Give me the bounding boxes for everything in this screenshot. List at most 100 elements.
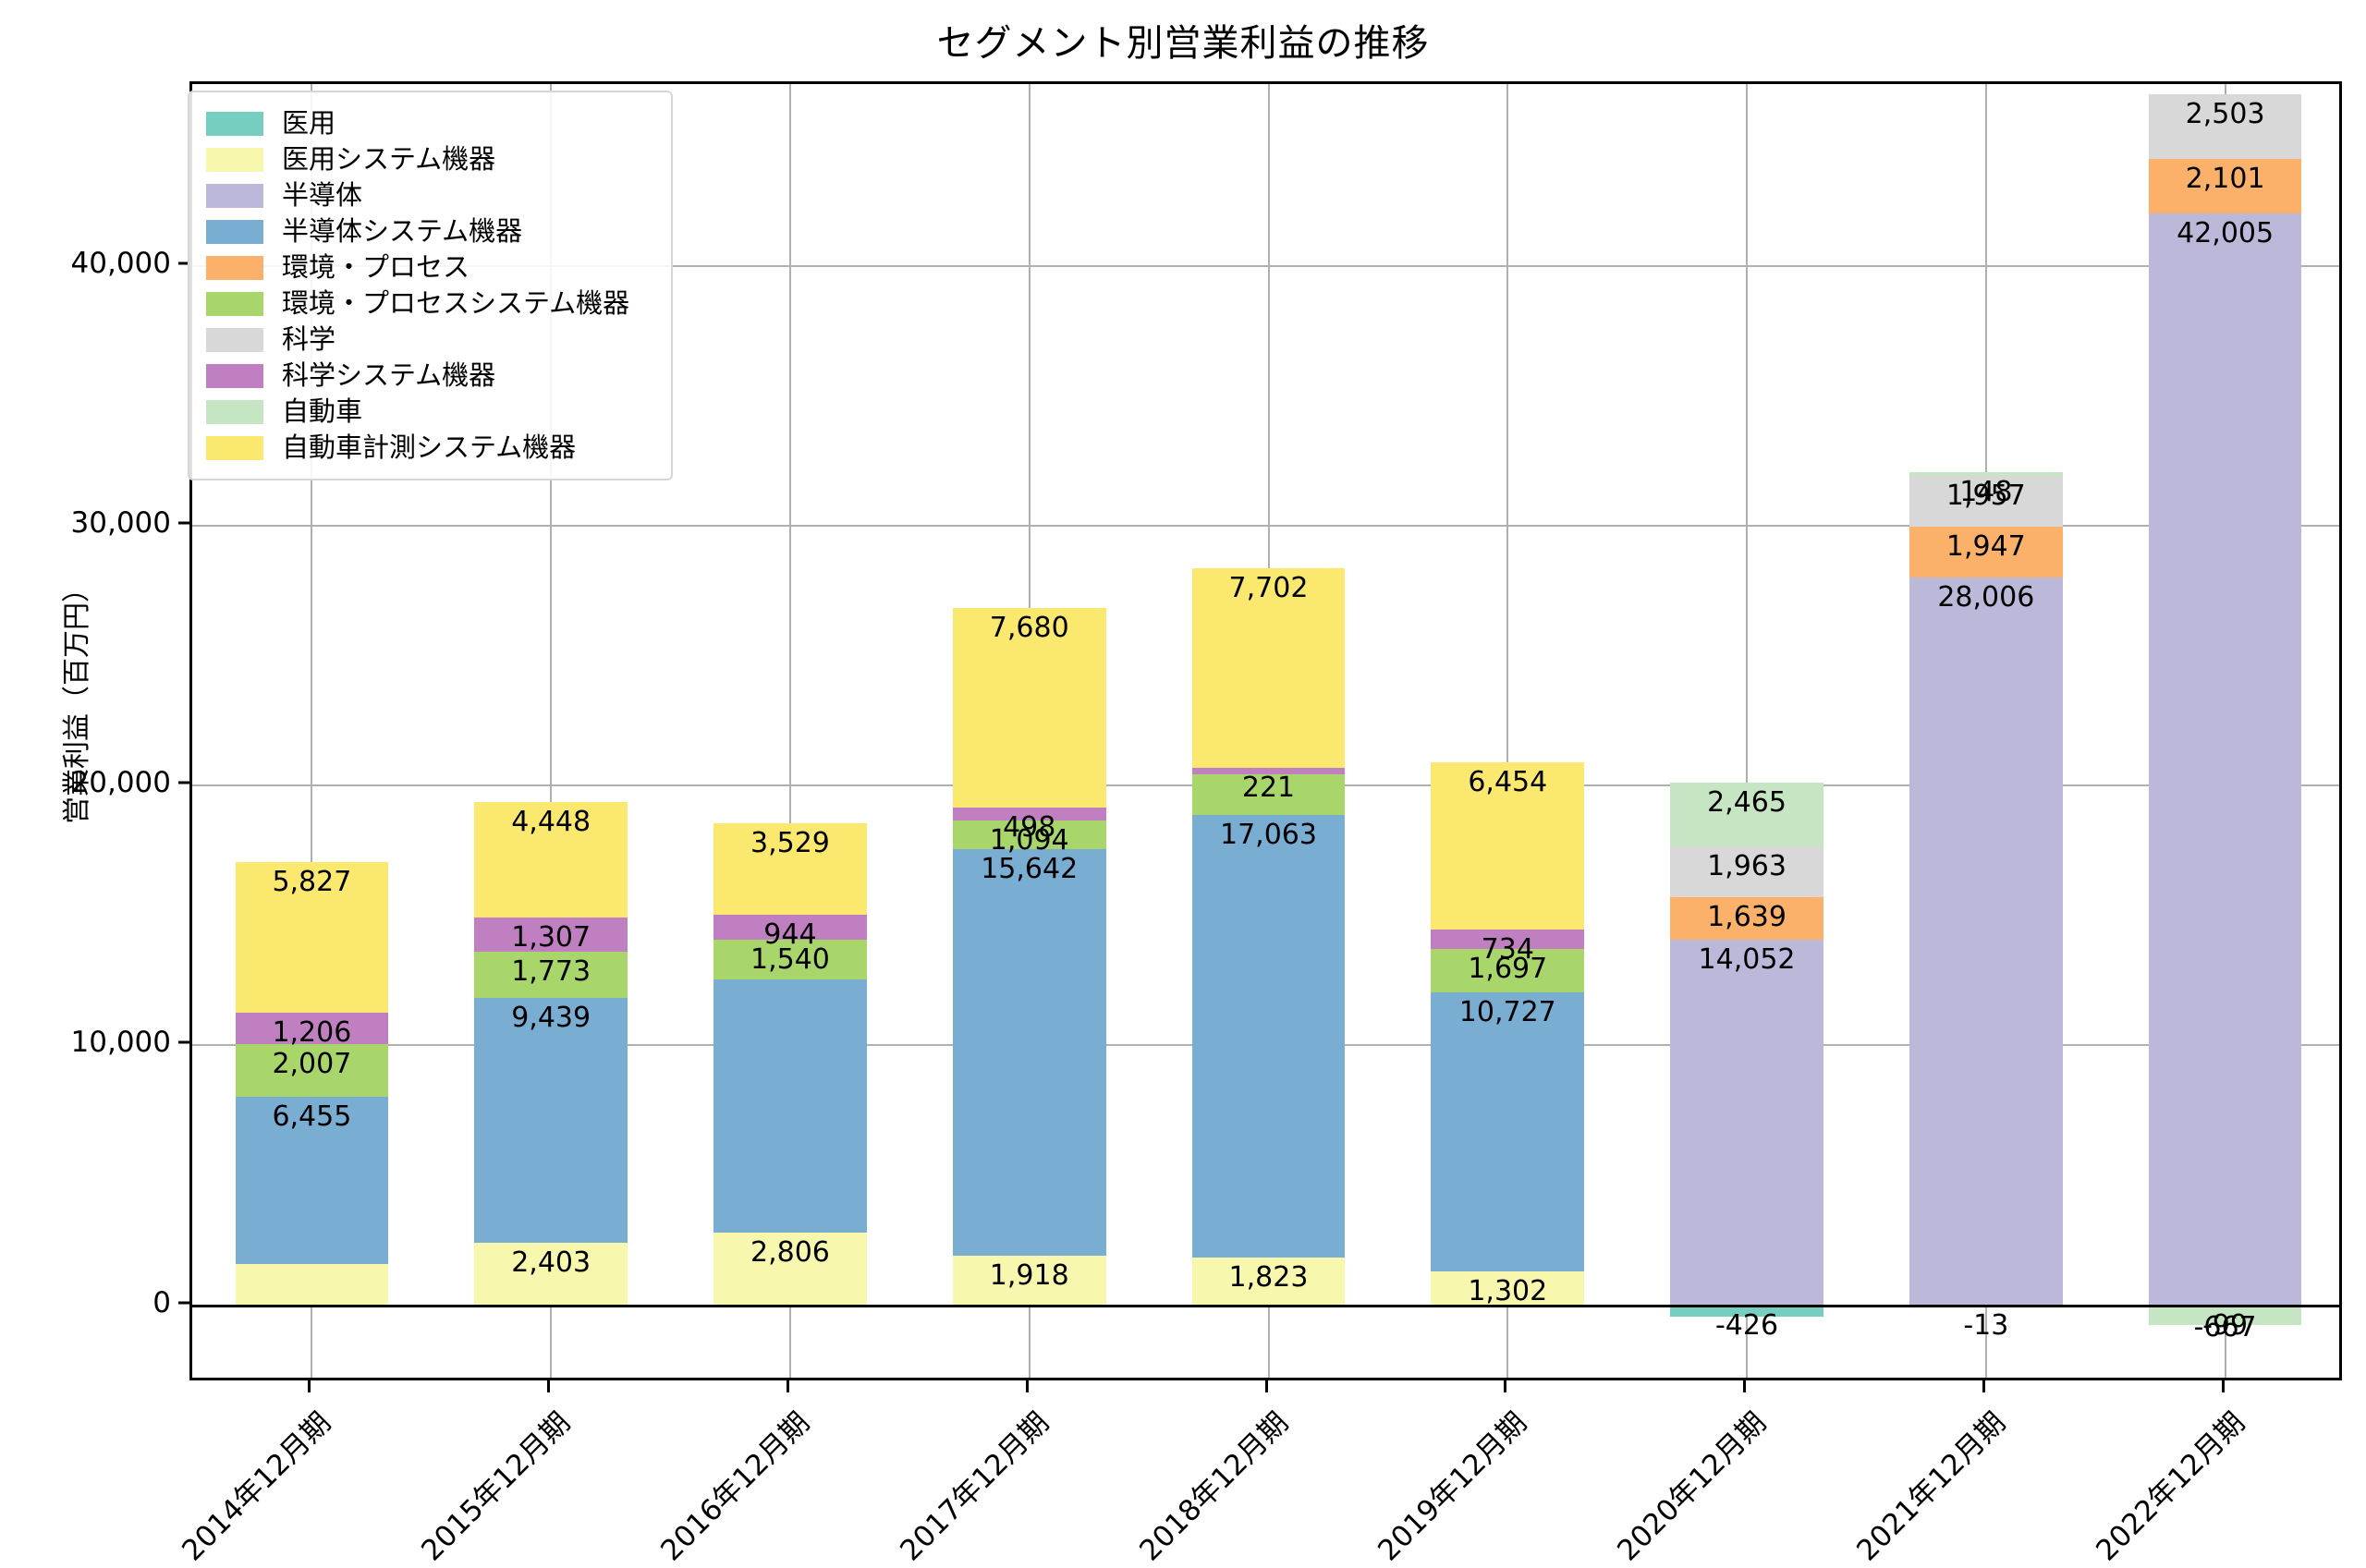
legend-item[interactable]: 科学システム機器 xyxy=(206,358,654,394)
gridline-vertical xyxy=(550,84,553,1378)
bar-segment[interactable] xyxy=(713,979,867,1233)
x-tick-label: 2015年12月期 xyxy=(415,1405,578,1568)
bar-segment[interactable] xyxy=(1670,782,1823,847)
bar-segment[interactable] xyxy=(2148,93,2302,160)
bar-segment[interactable] xyxy=(1431,992,1585,1272)
bar-segment[interactable] xyxy=(1670,897,1823,941)
bar-segment[interactable] xyxy=(1431,948,1585,993)
x-tick-mark xyxy=(786,1380,789,1392)
bar-segment[interactable] xyxy=(235,1044,389,1097)
bar-segment[interactable] xyxy=(1191,768,1346,774)
bar-segment[interactable] xyxy=(1191,567,1346,769)
legend-item-label: 科学 xyxy=(282,323,336,355)
y-tick-label: 0 xyxy=(152,1285,171,1319)
x-tick-mark xyxy=(547,1380,551,1392)
x-tick-mark xyxy=(1504,1380,1507,1392)
bar-segment[interactable] xyxy=(952,820,1106,849)
bar-segment[interactable] xyxy=(952,808,1106,821)
gridline-horizontal xyxy=(192,525,2339,528)
bar-segment[interactable] xyxy=(713,823,867,916)
bar-segment[interactable] xyxy=(474,1243,628,1306)
bar-segment[interactable] xyxy=(235,1096,389,1265)
bar-segment[interactable] xyxy=(1431,930,1585,949)
legend-item-label: 科学システム機器 xyxy=(282,359,496,391)
bar-group[interactable]: 1,302 10,727 1,697 734 6,454 xyxy=(1431,84,1585,1378)
bar-segment[interactable] xyxy=(1909,577,2063,1306)
legend-item[interactable]: 半導体 xyxy=(206,177,654,213)
bar-segment[interactable] xyxy=(2148,159,2302,214)
bar-segment[interactable] xyxy=(474,918,628,952)
zero-line xyxy=(192,1304,2339,1307)
legend-item[interactable]: 医用システム機器 xyxy=(206,141,654,177)
y-tick-mark xyxy=(178,781,190,784)
y-tick-mark xyxy=(178,1301,190,1305)
legend-swatch-icon xyxy=(206,399,263,424)
legend-item-label: 環境・プロセスシステム機器 xyxy=(282,287,630,319)
bar-segment[interactable] xyxy=(952,848,1106,1256)
legend-item[interactable]: 自動車 xyxy=(206,394,654,430)
legend-item[interactable]: 環境・プロセス xyxy=(206,249,654,286)
bar-group[interactable]: 1,918 15,642 1,094 498 7,680 xyxy=(952,84,1106,1378)
bar-segment[interactable] xyxy=(1670,1305,1823,1317)
y-tick-label: 20,000 xyxy=(70,766,171,800)
bar-segment[interactable] xyxy=(1909,527,2063,578)
bar-segment[interactable] xyxy=(713,939,867,980)
bar-segment[interactable] xyxy=(952,608,1106,808)
bar-segment[interactable] xyxy=(235,1013,389,1045)
legend-item[interactable]: 自動車計測システム機器 xyxy=(206,430,654,466)
legend-swatch-icon xyxy=(206,363,263,388)
bar-segment[interactable] xyxy=(1431,761,1585,930)
bar-segment[interactable] xyxy=(1191,1258,1346,1306)
bar-segment[interactable] xyxy=(235,1264,389,1306)
x-tick-mark xyxy=(1025,1380,1029,1392)
x-tick-mark xyxy=(1982,1380,1985,1392)
bar-segment[interactable] xyxy=(2148,1307,2302,1326)
bar-segment[interactable] xyxy=(1909,472,2063,477)
bar-group[interactable]: -13 28,006 1,947 1,957 148 xyxy=(1909,84,2063,1378)
x-tick-label: 2019年12月期 xyxy=(1372,1405,1534,1568)
plot-area: 6,455 2,007 1,206 5,827 2,403 9,439 1,773 1,307… xyxy=(189,81,2342,1380)
x-tick-label: 2020年12月期 xyxy=(1611,1405,1774,1568)
bar-group[interactable]: -426 14,052 1,639 1,963 2,465 xyxy=(1670,84,1823,1378)
bar-segment[interactable] xyxy=(1431,1271,1585,1306)
gridline-vertical xyxy=(1506,84,1509,1378)
legend-item[interactable]: 科学 xyxy=(206,322,654,358)
x-tick-label: 2022年12月期 xyxy=(2089,1405,2251,1568)
bar-segment[interactable] xyxy=(2148,213,2302,1306)
bar-segment[interactable] xyxy=(474,951,628,998)
legend-item[interactable]: 半導体システム機器 xyxy=(206,213,654,249)
bar-segment[interactable] xyxy=(713,1232,867,1306)
bar-segment[interactable] xyxy=(1191,773,1346,815)
legend-swatch-icon xyxy=(206,291,263,316)
legend-swatch-icon xyxy=(206,111,263,136)
x-tick-mark xyxy=(2221,1380,2225,1392)
bar-segment[interactable] xyxy=(1670,940,1823,1306)
bar-segment[interactable] xyxy=(235,861,389,1014)
legend-swatch-icon xyxy=(206,255,263,280)
page-title: セグメント別営業利益の推移 xyxy=(936,22,1430,65)
legend-swatch-icon xyxy=(206,219,263,244)
bar-segment[interactable] xyxy=(1670,846,1823,898)
bar-segment[interactable] xyxy=(1909,476,2063,528)
bar-segment[interactable] xyxy=(474,997,628,1244)
bar-group[interactable]: 1,823 17,063 221 7,702 xyxy=(1191,84,1346,1378)
legend-swatch-icon xyxy=(206,435,263,460)
y-tick-label: 30,000 xyxy=(70,506,171,541)
legend-item-label: 環境・プロセス xyxy=(282,251,470,283)
legend-swatch-icon xyxy=(206,327,263,352)
legend-swatch-icon xyxy=(206,183,263,208)
y-tick-mark xyxy=(178,261,190,265)
legend-item[interactable]: 医用 xyxy=(206,105,654,141)
bar-group[interactable]: -99 42,005 2,101 2,503 -667 xyxy=(2148,84,2302,1378)
bar-group[interactable]: 2,806 1,540 944 3,529 xyxy=(713,84,867,1378)
bar-segment[interactable] xyxy=(713,915,867,940)
bar-segment[interactable] xyxy=(1191,814,1346,1258)
gridline-vertical xyxy=(311,84,313,1378)
bar-segment[interactable] xyxy=(474,801,628,918)
bar-segment[interactable] xyxy=(952,1255,1106,1306)
x-tick-label: 2016年12月期 xyxy=(654,1405,817,1568)
legend-item-label: 自動車 xyxy=(282,395,363,427)
x-tick-label: 2017年12月期 xyxy=(893,1405,1055,1568)
legend-item[interactable]: 環境・プロセスシステム機器 xyxy=(206,286,654,322)
